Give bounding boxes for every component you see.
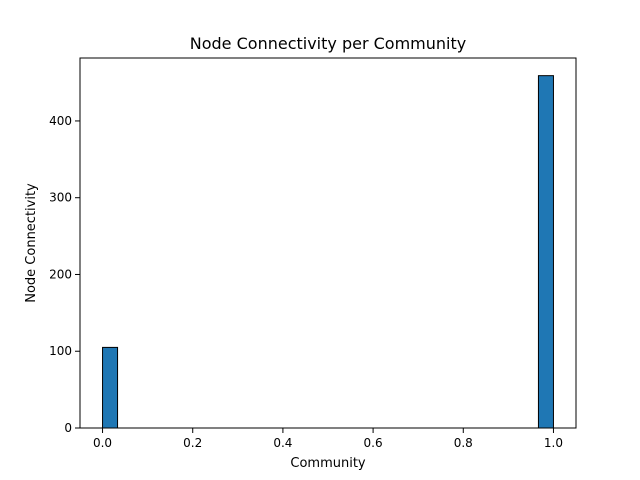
y-tick-label-2: 200 xyxy=(49,267,72,281)
x-tick-label-5: 1.0 xyxy=(544,436,563,450)
y-tick-label-1: 100 xyxy=(49,344,72,358)
bar-1 xyxy=(537,75,554,429)
bars-group xyxy=(102,75,554,429)
y-tick-label-4: 400 xyxy=(49,114,72,128)
x-tick-label-4: 0.8 xyxy=(454,436,473,450)
x-tick-label-3: 0.6 xyxy=(364,436,383,450)
y-axis: 0 100 200 300 400 xyxy=(49,114,80,435)
x-axis: 0.0 0.2 0.4 0.6 0.8 1.0 xyxy=(93,428,563,450)
bar-0 xyxy=(102,346,119,429)
y-tick-label-0: 0 xyxy=(64,421,72,435)
x-tick-label-1: 0.2 xyxy=(183,436,202,450)
plot-frame xyxy=(79,57,577,429)
x-axis-label: Community xyxy=(290,456,366,471)
chart-title: Node Connectivity per Community xyxy=(190,34,466,53)
y-tick-label-3: 300 xyxy=(49,191,72,205)
x-tick-label-2: 0.4 xyxy=(273,436,292,450)
y-axis-label: Node Connectivity xyxy=(24,183,39,303)
x-tick-label-0: 0.0 xyxy=(93,436,112,450)
